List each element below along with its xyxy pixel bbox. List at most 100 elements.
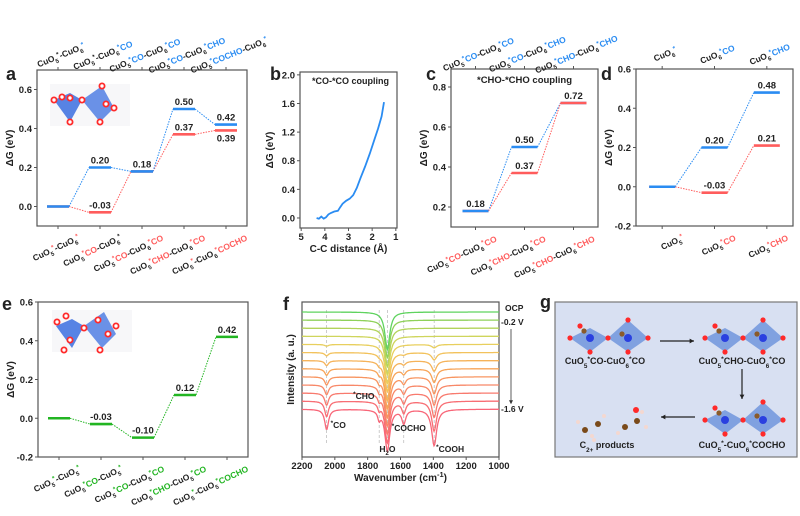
oxygen-atom [760, 431, 766, 437]
oxygen-atom [740, 417, 746, 423]
connector-line [537, 102, 561, 148]
y-tick-label: 0.4 [433, 163, 447, 174]
connector-line [195, 336, 217, 396]
oxygen-atom [60, 346, 68, 354]
copper-atom [624, 334, 632, 342]
spectrum-trace [302, 400, 499, 446]
connector-line [727, 145, 755, 193]
energy-value-label: 0.48 [758, 81, 777, 92]
carbon-atom [634, 418, 640, 424]
oxygen-atom [104, 330, 112, 338]
x-tick-label: 2000 [324, 461, 345, 472]
panel-title: *CHO-*CHO coupling [477, 75, 572, 86]
potential-label-start: -0.2 V [501, 317, 524, 327]
hydrogen-atom [640, 410, 644, 414]
top-category-label: CuO5*CO-CuO6*CHO [487, 34, 568, 77]
y-tick-label: 0.2 [433, 203, 446, 214]
y-tick-label: 0.8 [433, 83, 446, 94]
oxygen-atom [110, 104, 118, 112]
energy-value-label: 0.39 [217, 133, 236, 144]
spectrum-trace [302, 392, 499, 437]
panel-c: 0.20.40.60.8ΔG (eV)*CHO-*CHO couplingCuO… [419, 33, 619, 280]
x-tick-label: 1 [393, 232, 399, 243]
oxygen-atom [94, 316, 102, 324]
hydrogen-atom [590, 434, 594, 438]
connector-line [110, 171, 132, 213]
panel-letter-e: e [2, 294, 12, 314]
oxygen-atom [625, 317, 631, 323]
spectrum-trace [302, 335, 499, 377]
oxygen-atom [712, 323, 718, 329]
energy-value-label: 0.42 [218, 325, 237, 336]
connector-line [537, 102, 561, 174]
spectrum-trace [302, 368, 499, 411]
top-category-label: CuO6* [652, 44, 680, 66]
connector-line [68, 206, 90, 213]
spectrum-trace [302, 376, 499, 420]
oxygen-atom [66, 336, 74, 344]
panel-title: *CO-*CO coupling [312, 76, 389, 86]
spectrum-trace [302, 360, 499, 403]
oxygen-atom [605, 335, 611, 341]
panel-letter-b: b [270, 64, 281, 84]
energy-value-label: 0.18 [466, 199, 485, 210]
top-category-label: CuO5*CO-CuO6*CO [441, 35, 517, 76]
energy-value-label: 0.42 [217, 113, 236, 124]
state-label: C2+ products [580, 440, 635, 454]
energy-value-label: -0.03 [89, 200, 111, 211]
top-category-label: CuO6*CHO [748, 41, 793, 70]
x-tick-label: 1600 [390, 461, 411, 472]
energy-value-label: 0.20 [705, 136, 724, 147]
category-label: CuO5*-CuO6*COCHO [170, 232, 250, 279]
y-tick-label: 0.2 [19, 163, 32, 174]
y-tick-label: 0.8 [282, 156, 295, 167]
hydrogen-atom [602, 414, 606, 418]
x-tick-label: 1200 [456, 461, 477, 472]
y-tick-label: 0.4 [20, 336, 34, 347]
energy-value-label: 0.37 [515, 161, 534, 172]
y-tick-label: 0.4 [618, 104, 632, 115]
category-label: CuO5*CHO [747, 232, 792, 262]
x-tick-label: 5 [299, 232, 305, 243]
y-tick-label: 0.2 [618, 143, 631, 154]
y-axis-label: ΔG (eV) [5, 130, 16, 167]
x-axis-label: Wavenumber (cm-1) [354, 470, 447, 485]
polyhedron [82, 86, 114, 122]
connector-line [488, 146, 512, 212]
spectrum-trace [302, 343, 499, 386]
hydrogen-atom [592, 438, 596, 442]
oxygen-atom [645, 335, 651, 341]
y-tick-label: 0.0 [282, 213, 295, 224]
x-tick-label: 1000 [488, 461, 509, 472]
connector-line [153, 394, 175, 438]
oxygen-atom [102, 100, 110, 108]
spectrum-trace [302, 319, 499, 360]
x-tick-label: 4 [322, 232, 328, 243]
y-tick-label: 0.6 [20, 298, 33, 309]
energy-value-label: 0.37 [175, 122, 194, 133]
carbon-atom [619, 331, 625, 337]
y-tick-label: 0.4 [19, 124, 33, 135]
structure-inset [50, 82, 130, 126]
connector-line [110, 167, 132, 172]
oxygen-atom [80, 324, 88, 332]
oxygen-atom [780, 417, 786, 423]
panel-a: 0.00.20.40.6ΔG (eV)CuO5*-CuO6*CuO5*-CuO6… [5, 35, 268, 279]
oxygen-atom [740, 335, 746, 341]
oxygen-atom [96, 118, 104, 126]
panel-f-frame [301, 301, 500, 458]
oxygen-atom [577, 323, 583, 329]
arrow-head [739, 394, 745, 399]
structure-inset [52, 310, 132, 354]
y-tick-label: 0.4 [282, 185, 296, 196]
oxygen-atom [66, 94, 74, 102]
energy-value-label: 0.20 [91, 156, 110, 167]
oxygen-atom [625, 349, 631, 355]
carbon-atom [622, 424, 628, 430]
connector-line [152, 108, 174, 172]
energy-value-label: -0.03 [704, 181, 726, 192]
potential-label-end: -1.6 V [501, 404, 524, 414]
energy-value-label: 0.50 [175, 97, 194, 108]
c2-products-molecules [576, 407, 648, 442]
